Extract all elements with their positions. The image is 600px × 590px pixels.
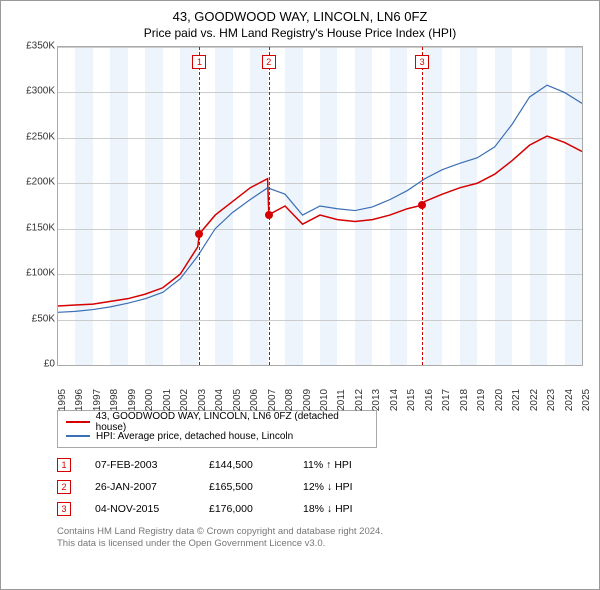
sale-row: 2 26-JAN-2007 £165,500 12% ↓ HPI	[57, 476, 589, 498]
legend-swatch	[66, 421, 90, 423]
x-tick-label: 2009	[302, 389, 313, 411]
footer-line-2: This data is licensed under the Open Gov…	[57, 538, 589, 550]
x-tick-label: 1999	[127, 389, 138, 411]
sales-table: 1 07-FEB-2003 £144,500 11% ↑ HPI 2 26-JAN-200…	[57, 454, 589, 520]
x-tick-label: 2000	[144, 389, 155, 411]
x-tick-label: 2005	[232, 389, 243, 411]
x-tick-label: 2018	[459, 389, 470, 411]
y-tick-label: £150K	[26, 222, 55, 233]
plot-area: 1 2 3	[57, 46, 583, 366]
footer-line-1: Contains HM Land Registry data © Crown c…	[57, 526, 589, 538]
y-tick-label: £100K	[26, 268, 55, 279]
sale-marker-label: 2	[262, 55, 276, 69]
x-tick-label: 2010	[319, 389, 330, 411]
sale-dot	[418, 201, 426, 209]
page: 43, GOODWOOD WAY, LINCOLN, LN6 0FZ Price…	[0, 0, 600, 590]
x-tick-label: 2012	[354, 389, 365, 411]
sale-date: 26-JAN-2007	[95, 481, 185, 493]
x-tick-label: 2003	[197, 389, 208, 411]
sale-diff: 11% ↑ HPI	[303, 459, 393, 471]
sale-marker-line	[269, 47, 270, 365]
sale-price: £176,000	[209, 503, 279, 515]
sale-diff: 12% ↓ HPI	[303, 481, 393, 493]
sale-price: £165,500	[209, 481, 279, 493]
x-tick-label: 2025	[581, 389, 592, 411]
x-tick-label: 2015	[406, 389, 417, 411]
sale-row: 1 07-FEB-2003 £144,500 11% ↑ HPI	[57, 454, 589, 476]
x-tick-label: 2002	[179, 389, 190, 411]
legend-item: 43, GOODWOOD WAY, LINCOLN, LN6 0FZ (deta…	[66, 415, 368, 429]
y-tick-label: £350K	[26, 41, 55, 52]
sale-date: 04-NOV-2015	[95, 503, 185, 515]
x-tick-label: 2007	[267, 389, 278, 411]
x-tick-label: 1998	[109, 389, 120, 411]
page-title: 43, GOODWOOD WAY, LINCOLN, LN6 0FZ	[11, 9, 589, 24]
legend-label: HPI: Average price, detached house, Linc…	[96, 431, 293, 442]
y-tick-label: £300K	[26, 86, 55, 97]
y-tick-label: £250K	[26, 131, 55, 142]
x-tick-label: 2021	[511, 389, 522, 411]
x-tick-label: 2001	[162, 389, 173, 411]
sale-price: £144,500	[209, 459, 279, 471]
sale-diff: 18% ↓ HPI	[303, 503, 393, 515]
x-tick-label: 2008	[284, 389, 295, 411]
x-tick-label: 1997	[92, 389, 103, 411]
y-tick-label: £50K	[32, 313, 55, 324]
sale-dot	[195, 230, 203, 238]
y-tick-label: £0	[44, 359, 55, 370]
sale-date: 07-FEB-2003	[95, 459, 185, 471]
x-tick-label: 2016	[424, 389, 435, 411]
sale-marker-label: 1	[192, 55, 206, 69]
x-tick-label: 2006	[249, 389, 260, 411]
x-tick-label: 2019	[476, 389, 487, 411]
legend-swatch	[66, 435, 90, 437]
sale-row: 3 04-NOV-2015 £176,000 18% ↓ HPI	[57, 498, 589, 520]
chart: £0£50K£100K£150K£200K£250K£300K£350K 123…	[11, 46, 589, 406]
x-tick-label: 2011	[336, 389, 347, 411]
x-tick-label: 2023	[546, 389, 557, 411]
x-tick-label: 2020	[494, 389, 505, 411]
sale-marker-label: 3	[415, 55, 429, 69]
x-tick-label: 2024	[564, 389, 575, 411]
x-tick-label: 1995	[57, 389, 68, 411]
sale-dot	[265, 211, 273, 219]
x-tick-label: 2014	[389, 389, 400, 411]
sale-marker-line	[199, 47, 200, 365]
legend: 43, GOODWOOD WAY, LINCOLN, LN6 0FZ (deta…	[57, 410, 377, 448]
chart-lines	[58, 47, 582, 365]
x-tick-label: 2013	[371, 389, 382, 411]
page-subtitle: Price paid vs. HM Land Registry's House …	[11, 26, 589, 40]
x-axis-labels: 1995 1996 1997 1998 1999 2000 2001 2002 2003 2004…	[57, 370, 583, 408]
x-tick-label: 2017	[441, 389, 452, 411]
y-tick-label: £200K	[26, 177, 55, 188]
x-tick-label: 2022	[529, 389, 540, 411]
footer: Contains HM Land Registry data © Crown c…	[57, 526, 589, 551]
sale-number: 2	[57, 480, 71, 494]
y-axis-labels: £0£50K£100K£150K£200K£250K£300K£350K	[11, 46, 57, 366]
x-tick-label: 2004	[214, 389, 225, 411]
sale-number: 3	[57, 502, 71, 516]
x-tick-label: 1996	[74, 389, 85, 411]
sale-number: 1	[57, 458, 71, 472]
